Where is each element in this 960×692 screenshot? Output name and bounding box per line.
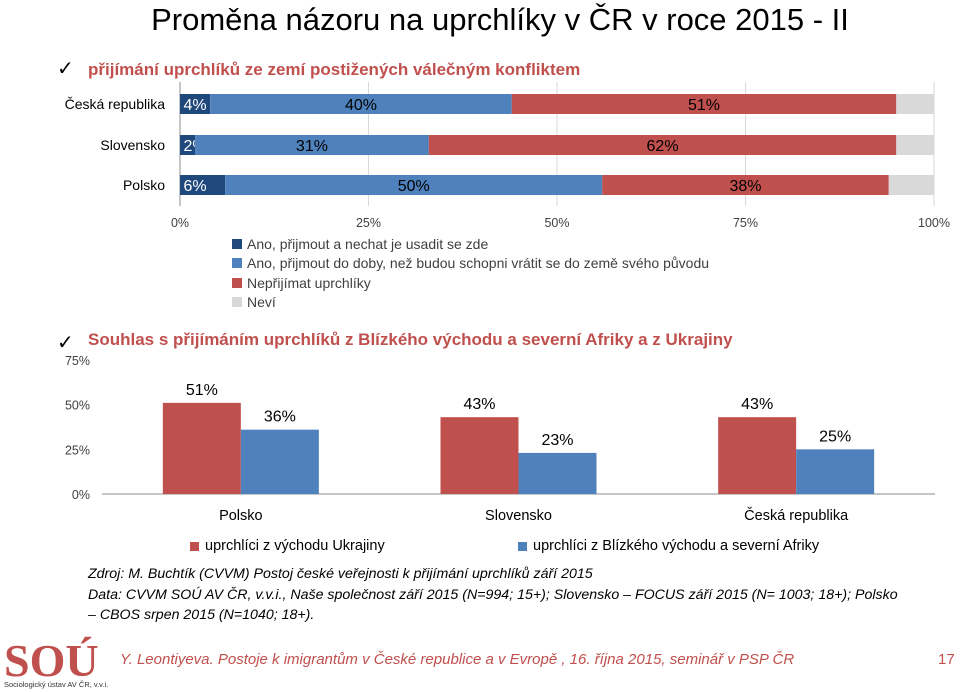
data-label: 43% [741, 396, 773, 413]
checkmark-icon: ✓ [57, 58, 74, 80]
legend-item: uprchlíci z Blízkého východu a severní A… [518, 538, 819, 554]
footer-text: Y. Leontiyeva. Postoje k imigrantům v Če… [120, 651, 795, 668]
chart-attitudes-stacked: 0% 25% 50% 75% 100% Česká republika 4% 40% 51% Sl… [65, 82, 950, 230]
category-label: Polsko [123, 177, 165, 193]
legend-item: uprchlíci z východu Ukrajiny [190, 538, 385, 554]
x-tick-label: 100% [918, 216, 950, 230]
category-label: Slovensko [100, 137, 165, 153]
x-tick-label: 50% [544, 216, 569, 230]
bar [240, 429, 319, 494]
legend-swatch [190, 541, 199, 551]
checkmark-icon: ✓ [57, 332, 74, 354]
legend-label: uprchlíci z Blízkého východu a severní A… [533, 538, 820, 554]
legend-label: Ano, přijmout do doby, než budou schopni… [247, 255, 710, 272]
section1-title: přijímání uprchlíků ze zemí postižených … [88, 60, 581, 79]
legend-label: uprchlíci z východu Ukrajiny [205, 538, 385, 554]
bar [440, 417, 519, 494]
source-line-1: Zdroj: M. Buchtík (CVVM) Postoj české ve… [88, 566, 593, 582]
data-label: 23% [541, 432, 573, 449]
bar [162, 402, 241, 494]
legend-label: Neví [247, 294, 276, 311]
legend-item: Ano, přijmout do doby, než budou schopni… [232, 254, 709, 274]
bar-segment [210, 94, 512, 114]
bar-segment [225, 175, 603, 195]
data-label: 4% [183, 97, 206, 114]
bar-segment [896, 135, 934, 155]
legend-item: Neví [232, 293, 709, 313]
y-tick-label: 25% [65, 443, 90, 457]
x-tick-label: 25% [356, 216, 381, 230]
legend-label: Nepřijímat uprchlíky [247, 274, 371, 291]
data-label: 36% [264, 409, 296, 426]
data-label: 50% [398, 178, 430, 195]
x-tick-label: 0% [171, 216, 189, 230]
legend-swatch [232, 258, 242, 269]
source-line-3: – CBOS srpen 2015 (N=1040; 18+). [88, 607, 315, 623]
data-label: 43% [463, 396, 495, 413]
data-label: 6% [183, 178, 206, 195]
data-label: 31% [296, 138, 328, 155]
legend-swatch [518, 541, 527, 551]
bar-segment [180, 175, 226, 195]
bar [796, 449, 875, 494]
bar-segment [180, 94, 211, 114]
logo-text: SOÚ [4, 635, 99, 686]
chart-agreement-grouped: 0% 25% 50% 75% 51% 36% Polsko 43% 23% Slovensko 43… [65, 354, 935, 524]
bar-segment [888, 175, 934, 195]
bar-segment [511, 94, 897, 114]
legend-swatch [232, 297, 242, 308]
category-label: Česká republika [65, 96, 166, 112]
page-title: Proměna názoru na uprchlíky v ČR v roce … [151, 2, 849, 37]
bar-segment [180, 135, 196, 155]
y-tick-label: 0% [72, 488, 90, 502]
category-label: Polsko [219, 508, 263, 524]
page-number: 17 [938, 651, 955, 668]
y-tick-label: 75% [65, 354, 90, 368]
logo-caption: Sociologický ústav AV ČR, v.v.i. [4, 680, 109, 689]
data-label: 25% [819, 428, 851, 445]
sou-logo: SOÚ [4, 635, 99, 686]
bar-segment [428, 135, 897, 155]
legend-label: Ano, přijmout a nechat je usadit se zde [247, 235, 489, 252]
data-label: 51% [186, 382, 218, 399]
chart1-legend: Ano, přijmout a nechat je usadit se zde … [232, 234, 709, 312]
section2-title: Souhlas s přijímáním uprchlíků z Blízkéh… [88, 330, 733, 349]
legend-item: Ano, přijmout a nechat je usadit se zde [232, 234, 709, 254]
data-label: 38% [729, 178, 761, 195]
data-label: 62% [647, 138, 679, 155]
data-label: 51% [688, 97, 720, 114]
x-tick-label: 75% [733, 216, 758, 230]
category-label: Česká republika [744, 507, 849, 524]
bar-segment [195, 135, 429, 155]
data-label: 40% [345, 97, 377, 114]
bar-segment [896, 94, 934, 114]
bar [718, 417, 797, 494]
legend-swatch [232, 277, 242, 288]
y-tick-label: 50% [65, 399, 90, 413]
source-line-2: Data: CVVM SOÚ AV ČR, v.v.i., Naše spole… [88, 587, 898, 603]
legend-item: Nepřijímat uprchlíky [232, 273, 709, 293]
bar [518, 452, 597, 494]
category-label: Slovensko [485, 508, 552, 524]
legend-swatch [232, 238, 242, 249]
bar-segment [602, 175, 889, 195]
